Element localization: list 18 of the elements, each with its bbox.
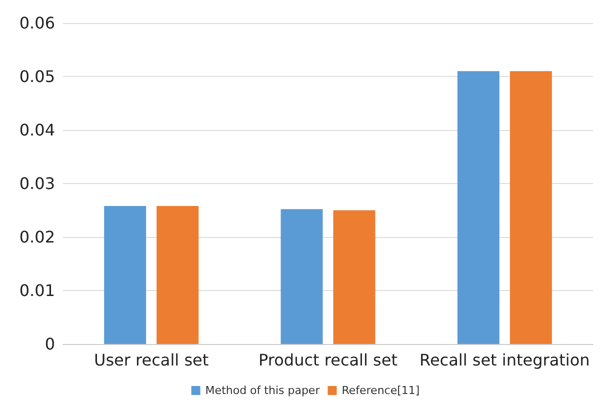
y-tick-label: 0 [44, 334, 55, 354]
bar [510, 71, 552, 344]
x-tick-label: Recall set integration [420, 350, 590, 370]
y-tick-label: 0.04 [19, 120, 55, 140]
bar [457, 71, 500, 344]
x-tick-label: User recall set [94, 350, 209, 370]
bar [333, 210, 376, 344]
legend-label: Reference[11] [342, 384, 420, 397]
y-tick-label: 0.01 [19, 281, 55, 300]
bar [156, 206, 199, 344]
y-tick-label: 0.05 [19, 67, 55, 86]
legend-label: Method of this paper [205, 384, 320, 397]
y-tick-label: 0.03 [19, 174, 55, 193]
x-tick-label: Product recall set [258, 350, 398, 370]
bar [104, 206, 146, 344]
y-tick-label: 0.02 [19, 228, 55, 246]
bar [280, 209, 323, 344]
y-tick-label: 0.06 [19, 14, 55, 32]
